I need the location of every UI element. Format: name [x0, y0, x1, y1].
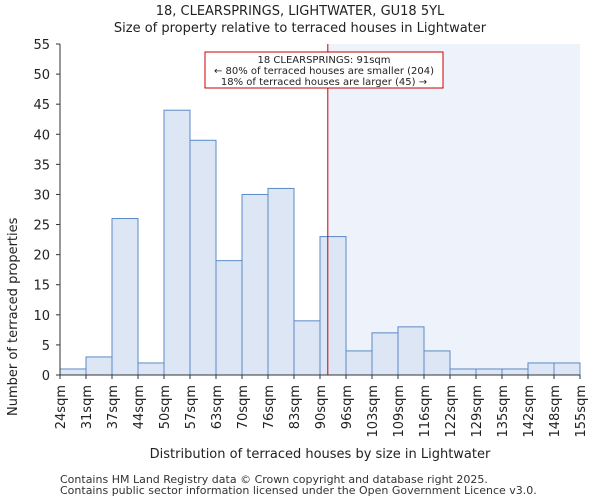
footer-line-1: Contains HM Land Registry data © Crown c… [60, 473, 488, 486]
larger-region-shade [327, 44, 580, 375]
x-tick-label: 57sqm [184, 385, 199, 429]
histogram-bar [345, 350, 373, 376]
x-tick-label: 44sqm [132, 385, 147, 429]
x-tick-label: 90sqm [314, 385, 329, 429]
x-tick-label: 37sqm [106, 385, 121, 429]
y-tick-label: 45 [33, 98, 50, 113]
y-tick-label: 25 [33, 219, 50, 234]
x-tick-label: 135sqm [496, 385, 511, 438]
annotation-line-2: ← 80% of terraced houses are smaller (20… [214, 66, 434, 77]
y-tick-label: 55 [33, 38, 50, 53]
histogram-bar [85, 356, 113, 376]
histogram-bar [527, 362, 555, 376]
chart-subtitle: Size of property relative to terraced ho… [113, 21, 487, 36]
footer-line-2: Contains public sector information licen… [60, 484, 537, 497]
x-tick-label: 129sqm [470, 385, 485, 438]
histogram-bar [397, 326, 425, 376]
x-tick-label: 142sqm [522, 385, 537, 438]
histogram-bar [241, 193, 269, 376]
x-tick-label: 31sqm [80, 385, 95, 429]
annotation-box [204, 51, 444, 89]
x-tick-label: 76sqm [262, 385, 277, 429]
histogram-bar [267, 187, 295, 376]
x-axis-label: Distribution of terraced houses by size … [150, 447, 491, 462]
x-tick-label: 63sqm [210, 385, 225, 429]
histogram-bar [553, 362, 581, 376]
chart-title: 18, CLEARSPRINGS, LIGHTWATER, GU18 5YL [155, 4, 445, 19]
x-tick-label: 96sqm [340, 385, 355, 429]
histogram-bar [59, 368, 87, 376]
y-tick-label: 50 [33, 68, 50, 83]
x-tick-label: 116sqm [418, 385, 433, 438]
x-tick-label: 24sqm [54, 385, 69, 429]
histogram-bar [501, 368, 529, 376]
x-tick-label: 155sqm [574, 385, 589, 438]
x-tick-label: 83sqm [288, 385, 303, 429]
histogram-bar [475, 368, 503, 376]
x-tick-label: 109sqm [392, 385, 407, 438]
histogram-bar [449, 368, 477, 376]
x-tick-label: 148sqm [548, 385, 563, 438]
x-tick-label: 70sqm [236, 385, 251, 429]
x-tick-label: 122sqm [444, 385, 459, 438]
histogram-bar [293, 320, 321, 376]
y-tick-label: 20 [33, 249, 50, 264]
y-tick-label: 15 [33, 279, 50, 294]
y-tick-label: 0 [42, 369, 50, 384]
histogram-bar [189, 139, 217, 376]
y-tick-label: 10 [33, 309, 50, 324]
histogram-bar [163, 109, 191, 376]
x-tick-label: 103sqm [366, 385, 381, 438]
annotation-line-3: 18% of terraced houses are larger (45) → [221, 77, 427, 88]
histogram-bar [423, 350, 451, 376]
annotation-line-1: 18 CLEARSPRINGS: 91sqm [258, 55, 391, 66]
x-tick-label: 50sqm [158, 385, 173, 429]
histogram-bar [137, 362, 165, 376]
y-tick-label: 5 [42, 339, 50, 354]
y-tick-label: 35 [33, 158, 50, 173]
y-axis-label: Number of terraced properties [6, 217, 21, 416]
histogram-bar [371, 332, 399, 376]
y-tick-label: 30 [33, 188, 50, 203]
histogram-bar [215, 260, 243, 376]
histogram-bar [319, 236, 347, 376]
histogram-bar [111, 218, 139, 376]
y-tick-label: 40 [33, 128, 50, 143]
